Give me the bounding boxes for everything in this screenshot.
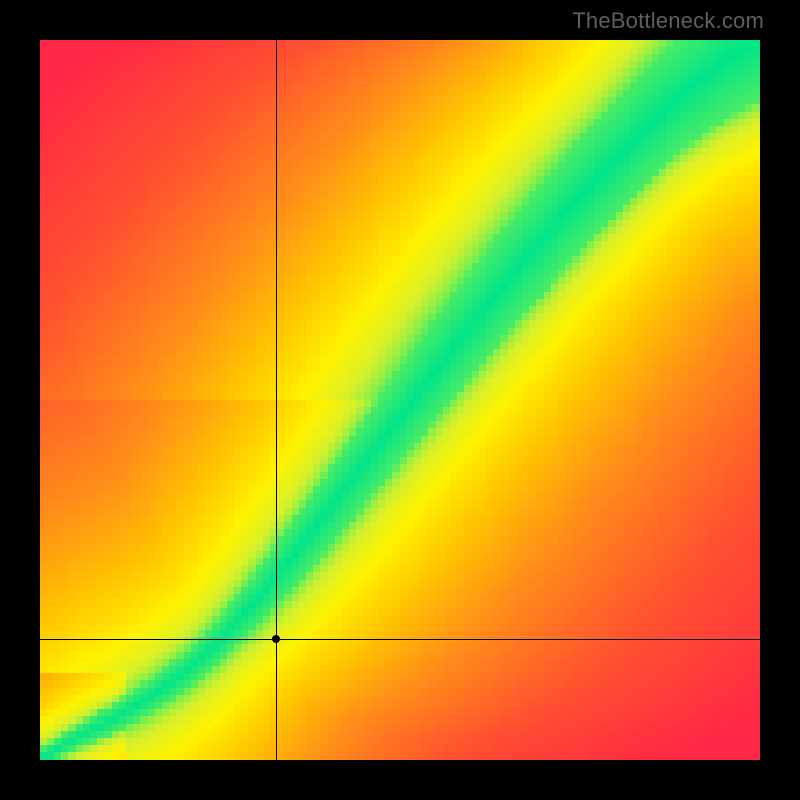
watermark-text: TheBottleneck.com — [572, 8, 764, 34]
crosshair-vertical — [276, 40, 277, 760]
plot-area — [40, 40, 760, 760]
crosshair-horizontal — [40, 639, 760, 640]
crosshair-dot — [272, 635, 280, 643]
bottleneck-heatmap — [40, 40, 760, 760]
chart-container: TheBottleneck.com — [0, 0, 800, 800]
